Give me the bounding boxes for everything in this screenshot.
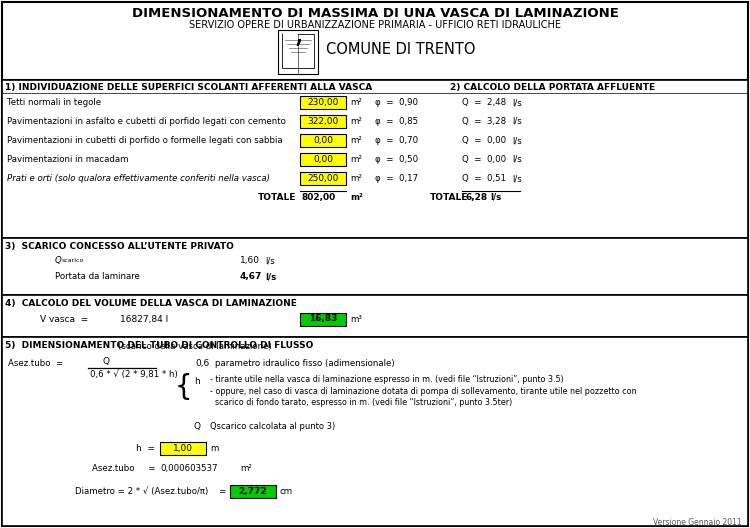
Text: Asez.tubo  =: Asez.tubo = — [8, 359, 63, 368]
Text: φ  =  0,70: φ = 0,70 — [375, 136, 419, 145]
Bar — [2, 295, 748, 337]
Text: 0,00: 0,00 — [313, 155, 333, 164]
Text: m²: m² — [350, 117, 361, 126]
Bar — [2, 238, 748, 295]
Bar — [2, 80, 748, 238]
Text: TOTALE: TOTALE — [258, 193, 296, 202]
Text: 2) CALCOLO DELLA PORTATA AFFLUENTE: 2) CALCOLO DELLA PORTATA AFFLUENTE — [450, 83, 656, 92]
Text: h: h — [194, 377, 200, 386]
Text: l/s: l/s — [265, 256, 274, 265]
Text: SERVIZIO OPERE DI URBANIZZAZIONE PRIMARIA - UFFICIO RETI IDRAULICHE: SERVIZIO OPERE DI URBANIZZAZIONE PRIMARI… — [189, 20, 561, 30]
Text: (scarico della vasca di laminazione): (scarico della vasca di laminazione) — [118, 342, 272, 351]
Text: TOTALE: TOTALE — [430, 193, 468, 202]
Text: Q  =  0,00: Q = 0,00 — [462, 136, 506, 145]
Text: Q: Q — [103, 357, 110, 366]
Text: 16827,84 l: 16827,84 l — [120, 315, 168, 324]
Text: m: m — [210, 444, 218, 453]
Text: Pavimentazioni in asfalto e cubetti di porfido legati con cemento: Pavimentazioni in asfalto e cubetti di p… — [7, 117, 286, 126]
Text: 250,00: 250,00 — [308, 174, 339, 183]
Bar — [278, 30, 318, 74]
Text: 4)  CALCOLO DEL VOLUME DELLA VASCA DI LAMINAZIONE: 4) CALCOLO DEL VOLUME DELLA VASCA DI LAM… — [5, 299, 297, 308]
Text: Q  =  3,28: Q = 3,28 — [462, 117, 506, 126]
Text: 0,6 * √ (2 * 9,81 * h): 0,6 * √ (2 * 9,81 * h) — [90, 370, 178, 379]
Text: φ  =  0,17: φ = 0,17 — [375, 174, 419, 183]
Text: - oppure, nel caso di vasca di laminazione dotata di pompa di sollevamento, tira: - oppure, nel caso di vasca di laminazio… — [210, 387, 637, 396]
Text: 1,60: 1,60 — [240, 256, 260, 265]
Text: l/s: l/s — [512, 155, 522, 164]
Text: 322,00: 322,00 — [308, 117, 339, 126]
Text: Pavimentazioni in cubetti di porfido o formelle legati con sabbia: Pavimentazioni in cubetti di porfido o f… — [7, 136, 283, 145]
Bar — [230, 485, 276, 498]
Text: cm: cm — [280, 487, 293, 496]
Text: l/s: l/s — [265, 272, 276, 281]
Text: =: = — [218, 487, 226, 496]
Text: parametro idraulico fisso (adimensionale): parametro idraulico fisso (adimensionale… — [215, 359, 394, 368]
Text: 1) INDIVIDUAZIONE DELLE SUPERFICI SCOLANTI AFFERENTI ALLA VASCA: 1) INDIVIDUAZIONE DELLE SUPERFICI SCOLAN… — [5, 83, 372, 92]
Text: Q: Q — [55, 256, 62, 265]
Text: Q  =  0,00: Q = 0,00 — [462, 155, 506, 164]
Text: 16,83: 16,83 — [309, 314, 338, 323]
Bar — [300, 134, 346, 147]
Text: Pavimentazioni in macadam: Pavimentazioni in macadam — [7, 155, 128, 164]
Text: Diametro = 2 * √ (Asez.tubo/π): Diametro = 2 * √ (Asez.tubo/π) — [75, 487, 209, 496]
Text: Versione Gennaio 2011: Versione Gennaio 2011 — [653, 518, 742, 527]
Text: Q  =  2,48: Q = 2,48 — [462, 98, 506, 107]
Text: m²: m² — [350, 136, 361, 145]
Text: φ  =  0,50: φ = 0,50 — [375, 155, 419, 164]
Text: 1,00: 1,00 — [173, 444, 193, 453]
Text: Qscarico calcolata al punto 3): Qscarico calcolata al punto 3) — [210, 422, 335, 431]
Text: {: { — [174, 373, 192, 401]
Text: 0,00: 0,00 — [313, 136, 333, 145]
Text: l/s: l/s — [512, 98, 522, 107]
Text: h  =: h = — [136, 444, 155, 453]
Text: φ  =  0,90: φ = 0,90 — [375, 98, 418, 107]
Text: 230,00: 230,00 — [308, 98, 339, 107]
Bar — [300, 96, 346, 109]
Text: 4,67: 4,67 — [240, 272, 262, 281]
Text: 3)  SCARICO CONCESSO ALL’UTENTE PRIVATO: 3) SCARICO CONCESSO ALL’UTENTE PRIVATO — [5, 242, 234, 251]
Text: m²: m² — [350, 155, 361, 164]
Text: l/s: l/s — [512, 174, 522, 183]
Text: scarico di fondo tarato, espresso in m. (vedi file “Istruzioni”, punto 3.5ter): scarico di fondo tarato, espresso in m. … — [210, 398, 512, 407]
Bar — [300, 313, 346, 326]
Text: m³: m³ — [350, 315, 361, 324]
Text: - tirante utile nella vasca di laminazione espresso in m. (vedi file “Istruzioni: - tirante utile nella vasca di laminazio… — [210, 375, 564, 384]
Text: m²: m² — [240, 464, 252, 473]
Text: m²: m² — [350, 174, 361, 183]
Bar — [300, 115, 346, 128]
Bar — [300, 172, 346, 185]
Text: 0,000603537: 0,000603537 — [160, 464, 218, 473]
Text: l/s: l/s — [512, 117, 522, 126]
Text: 2,772: 2,772 — [238, 487, 267, 496]
Text: 5)  DIMENSIONAMENTO DEL TUBO DI CONTROLLO DI FLUSSO: 5) DIMENSIONAMENTO DEL TUBO DI CONTROLLO… — [5, 341, 314, 350]
Text: V vasca  =: V vasca = — [40, 315, 88, 324]
Text: Portata da laminare: Portata da laminare — [55, 272, 140, 281]
Text: Prati e orti (solo qualora effettivamente conferiti nella vasca): Prati e orti (solo qualora effettivament… — [7, 174, 270, 183]
Bar — [160, 442, 206, 455]
Text: COMUNE DI TRENTO: COMUNE DI TRENTO — [326, 42, 476, 58]
Text: 802,00: 802,00 — [302, 193, 336, 202]
Text: l/s: l/s — [490, 193, 501, 202]
Text: DIMENSIONAMENTO DI MASSIMA DI UNA VASCA DI LAMINAZIONE: DIMENSIONAMENTO DI MASSIMA DI UNA VASCA … — [131, 7, 619, 20]
Text: l/s: l/s — [512, 136, 522, 145]
Text: φ  =  0,85: φ = 0,85 — [375, 117, 419, 126]
Text: Asez.tubo     =: Asez.tubo = — [92, 464, 155, 473]
Bar — [2, 337, 748, 526]
Text: 0,6: 0,6 — [195, 359, 209, 368]
Text: Tetti normali in tegole: Tetti normali in tegole — [7, 98, 101, 107]
Text: m²: m² — [350, 193, 363, 202]
Text: Q  =  0,51: Q = 0,51 — [462, 174, 506, 183]
Text: ’: ’ — [293, 37, 303, 67]
Bar — [300, 153, 346, 166]
Text: scarico: scarico — [62, 258, 84, 263]
Text: Q: Q — [194, 422, 201, 431]
Text: m²: m² — [350, 98, 361, 107]
Text: 6,28: 6,28 — [466, 193, 488, 202]
